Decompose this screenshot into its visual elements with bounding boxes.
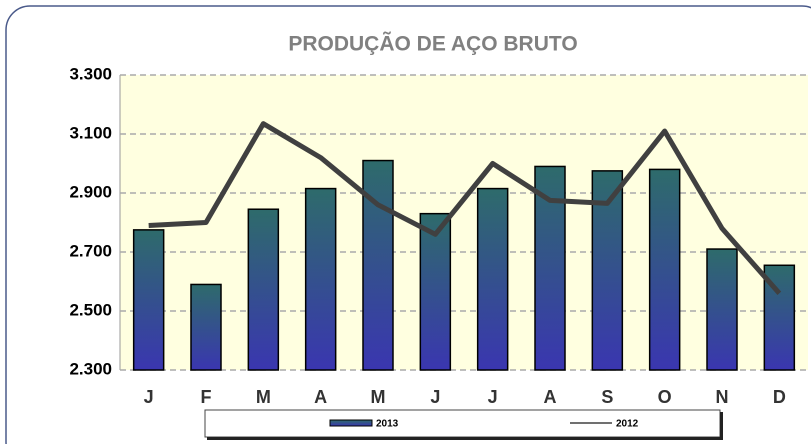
bar xyxy=(591,170,624,371)
y-tick-label: 2.900 xyxy=(69,182,112,201)
x-tick-label: S xyxy=(601,387,613,407)
bar xyxy=(419,212,452,371)
bar xyxy=(362,159,394,371)
x-tick-label: F xyxy=(201,387,212,407)
x-tick-label: D xyxy=(773,387,786,407)
bar xyxy=(247,208,280,371)
x-tick-label: J xyxy=(430,387,440,407)
x-tick-label: O xyxy=(658,387,672,407)
bar xyxy=(648,168,681,371)
y-tick-label: 3.300 xyxy=(69,64,112,83)
bar xyxy=(534,165,566,371)
plot-area xyxy=(120,75,808,370)
bar xyxy=(190,283,222,371)
legend xyxy=(204,409,721,438)
y-tick-label: 2.700 xyxy=(69,241,112,260)
x-tick-label: M xyxy=(256,387,271,407)
y-tick-label: 2.300 xyxy=(69,359,112,378)
x-tick-label: M xyxy=(371,387,386,407)
legend-swatch xyxy=(329,419,373,427)
bar xyxy=(304,187,337,371)
x-tick-label: A xyxy=(544,387,557,407)
legend-label: 2012 xyxy=(616,419,639,430)
x-tick-label: J xyxy=(144,387,154,407)
x-tick-label: N xyxy=(716,387,729,407)
bar xyxy=(706,248,738,371)
legend-label: 2013 xyxy=(376,419,399,430)
x-tick-label: J xyxy=(488,387,498,407)
bar xyxy=(476,187,509,371)
legend-shadow xyxy=(720,412,723,439)
y-tick-label: 3.100 xyxy=(69,123,112,142)
chart-title: PRODUÇÃO DE AÇO BRUTO xyxy=(288,33,577,56)
x-tick-label: A xyxy=(314,387,327,407)
legend-shadow xyxy=(207,437,723,440)
y-tick-label: 2.500 xyxy=(69,300,112,319)
line xyxy=(148,121,782,295)
bar xyxy=(132,229,165,371)
